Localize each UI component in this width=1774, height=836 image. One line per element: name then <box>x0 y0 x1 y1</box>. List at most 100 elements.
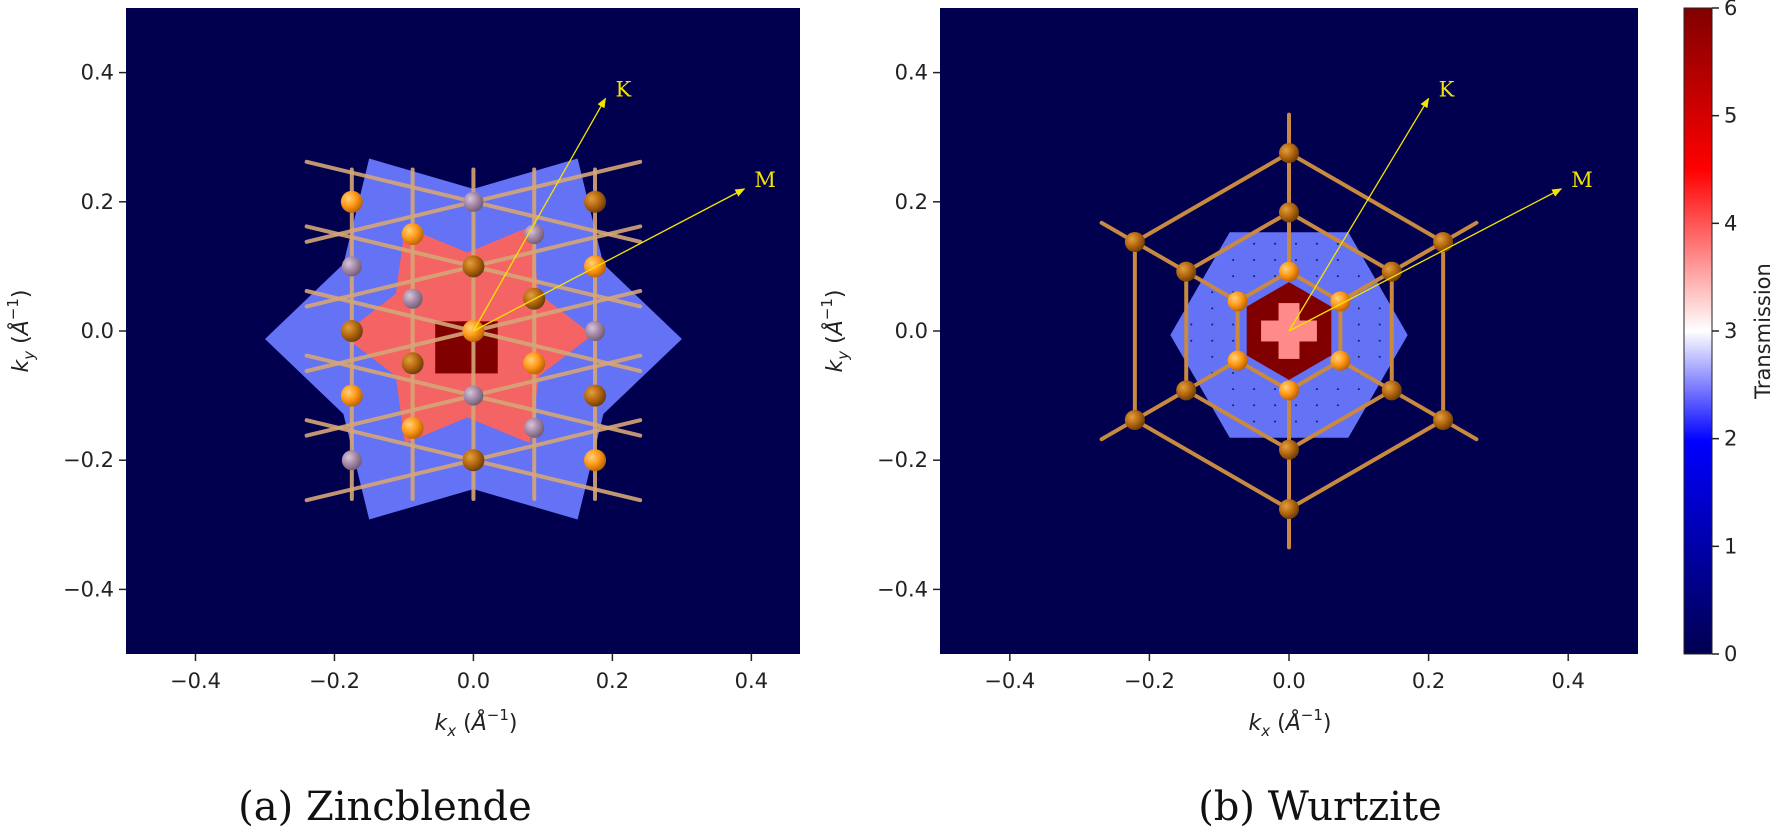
region-texture-dot <box>1274 258 1277 261</box>
lattice-bond <box>1287 388 1394 452</box>
x-tick-label: 0.4 <box>1551 669 1584 693</box>
x-axis-label: kx (Å−1) <box>1249 706 1332 740</box>
lattice-bond <box>1132 151 1291 245</box>
region-texture-dot <box>1274 275 1277 278</box>
region-texture-dot <box>1211 307 1214 310</box>
lattice-bond <box>1338 358 1479 442</box>
x-tick-label: 0.2 <box>1412 669 1445 693</box>
colorbar-tick-label: 6 <box>1724 0 1737 20</box>
colorbar-gradient <box>1683 7 1713 655</box>
region-texture-dot <box>1315 388 1318 391</box>
direction-label-M: M <box>754 168 776 192</box>
region-texture-dot <box>1294 420 1297 423</box>
lattice-atom <box>1433 232 1454 253</box>
region-texture-dot <box>1357 355 1360 358</box>
lattice-atom <box>463 191 484 212</box>
colorbar-label: Transmission <box>1751 263 1774 400</box>
region-texture-dot <box>1315 404 1318 407</box>
x-tick-label: 0.4 <box>735 669 768 693</box>
region-texture-dot <box>1274 404 1277 407</box>
lattice-atom <box>341 256 362 277</box>
x-tick-label: 0.0 <box>1272 669 1305 693</box>
lattice-atom <box>523 352 546 375</box>
caption-a: (a) Zincblende <box>238 784 532 830</box>
y-tick-label: 0.0 <box>895 319 928 343</box>
y-tick-label: 0.4 <box>81 61 114 85</box>
lattice-atom <box>401 223 424 246</box>
caption-b: (b) Wurtzite <box>1198 784 1442 830</box>
lattice-atom <box>340 190 363 213</box>
colorbar-tick-label: 3 <box>1724 319 1737 343</box>
region-texture-dot <box>1357 275 1360 278</box>
lattice-atom <box>1279 439 1299 460</box>
region-texture-dot <box>1232 388 1235 391</box>
lattice-atom <box>584 449 607 472</box>
region-texture-dot <box>1336 388 1339 391</box>
region-texture-dot <box>1211 355 1214 358</box>
region-texture-dot <box>1232 258 1235 261</box>
y-tick-label: −0.4 <box>63 577 114 601</box>
region-texture-dot <box>1315 275 1318 278</box>
lattice-bond <box>1287 210 1394 274</box>
lattice-atom <box>1124 409 1145 430</box>
lattice-atom <box>1279 261 1299 282</box>
direction-arrow-M <box>1288 188 1563 332</box>
region-texture-dot <box>1378 323 1381 326</box>
region-texture-dot <box>1232 404 1235 407</box>
y-tick-label: −0.2 <box>63 448 114 472</box>
colorbar-ticks: 0 1 2 3 4 5 6 <box>1712 0 1737 666</box>
lattice-atom <box>1433 409 1454 430</box>
region-texture-dot <box>1232 371 1235 374</box>
lattice-atom <box>1176 380 1197 401</box>
lattice-atom <box>401 416 424 439</box>
x-tick-label: −0.2 <box>309 669 360 693</box>
lattice-atom <box>585 321 606 341</box>
region-texture-dot <box>1315 242 1318 245</box>
region-texture-dot <box>1253 258 1256 261</box>
region-texture-dot <box>1336 275 1339 278</box>
region-texture-dot <box>1253 420 1256 423</box>
region-texture-dot <box>1232 339 1235 342</box>
lattice-bond <box>1184 388 1291 452</box>
lattice-atom <box>402 288 423 309</box>
lattice-atom <box>1227 350 1248 371</box>
region-texture-dot <box>1274 388 1277 391</box>
direction-arrows: KM <box>472 77 776 332</box>
x-tick-label: −0.4 <box>170 669 221 693</box>
lattice-atom <box>1381 261 1402 282</box>
region-texture-dot <box>1315 420 1318 423</box>
region-texture-dot <box>1253 404 1256 407</box>
lattice-atom <box>1279 202 1299 223</box>
region-texture-dot <box>1315 258 1318 261</box>
lattice-bond <box>1287 417 1446 511</box>
transmission-regions <box>1170 232 1408 438</box>
lattice-bond <box>1287 151 1446 245</box>
y-tick-label: 0.2 <box>81 190 114 214</box>
x-tick-label: −0.4 <box>984 669 1035 693</box>
region-texture-dot <box>1190 339 1193 342</box>
region-texture-dot <box>1357 339 1360 342</box>
colorbar-tick-label: 5 <box>1724 104 1737 128</box>
direction-label-M: M <box>1571 168 1593 192</box>
direction-arrow-K <box>472 97 607 332</box>
region-texture-dot <box>1336 404 1339 407</box>
region-texture-dot <box>1378 339 1381 342</box>
region-texture-dot <box>1211 339 1214 342</box>
direction-arrow-K <box>1288 97 1430 332</box>
x-tick-label: 0.0 <box>457 669 490 693</box>
region-texture-dot <box>1211 291 1214 294</box>
y-axis-label: ky (Å−1) <box>4 290 38 373</box>
lattice-atom <box>462 255 485 278</box>
region-texture-dot <box>1357 307 1360 310</box>
region-texture-dot <box>1274 420 1277 423</box>
region-texture-dot <box>1336 242 1339 245</box>
x-axis-label: kx (Å−1) <box>435 706 518 740</box>
region-texture-dot <box>1294 242 1297 245</box>
panel-wurtzite: KM −0.4 −0.2 0.0 0.2 0.40.40.20.0−0.2−0.4 kx… <box>818 8 1638 830</box>
region-texture-dot <box>1378 307 1381 310</box>
region-texture-dot <box>1274 242 1277 245</box>
lattice-atom <box>584 190 607 213</box>
lattice-atom <box>1330 350 1351 371</box>
lattice-bond <box>1099 220 1240 304</box>
